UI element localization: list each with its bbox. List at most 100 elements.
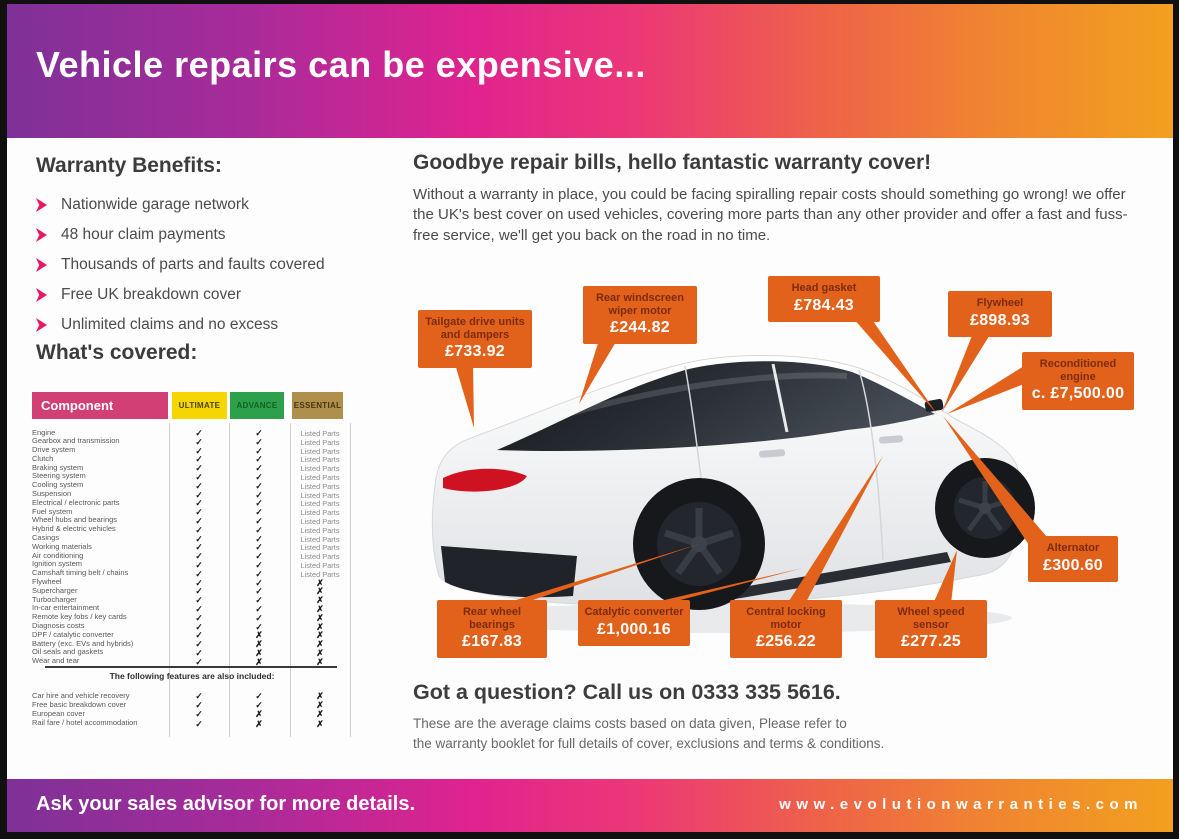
plan-cell: Listed Parts bbox=[289, 502, 351, 520]
cross-icon: ✗ bbox=[255, 718, 263, 729]
plan-cell: ✓ bbox=[169, 704, 229, 722]
callout-price: £244.82 bbox=[610, 319, 670, 337]
check-icon: ✓ bbox=[195, 700, 203, 711]
callout-flywheel: Flywheel £898.93 bbox=[948, 291, 1052, 337]
arrow-bullet-icon bbox=[36, 288, 47, 302]
component-label: Ignition system bbox=[32, 559, 83, 569]
plan-cell: ✓ bbox=[169, 643, 229, 661]
benefits-section: Warranty Benefits: Nationwide garage net… bbox=[36, 154, 386, 346]
plan-cell: Listed Parts bbox=[289, 467, 351, 485]
check-icon: ✓ bbox=[195, 612, 203, 623]
plan-cell: ✗ bbox=[289, 617, 351, 635]
plan-cell: ✓ bbox=[169, 546, 229, 564]
table-footer-heading: The following features are also included… bbox=[109, 671, 275, 681]
table-row: European cover ✓ ✗ ✗ bbox=[32, 704, 352, 719]
callout-price: £300.60 bbox=[1043, 556, 1103, 574]
plan-cell: ✗ bbox=[289, 608, 351, 626]
component-label: Steering system bbox=[32, 471, 86, 481]
listed-parts-label: Listed Parts bbox=[300, 516, 340, 526]
callout-part-name: Rear windscreen wiper motor bbox=[595, 292, 685, 317]
table-row: Battery (exc. EVs and hybrids) ✓ ✗ ✗ bbox=[32, 634, 352, 649]
cross-icon: ✗ bbox=[316, 691, 324, 701]
check-icon: ✓ bbox=[195, 533, 203, 544]
plan-cell: ✓ bbox=[229, 695, 289, 713]
check-icon: ✓ bbox=[195, 515, 203, 526]
plan-cell: ✗ bbox=[289, 590, 351, 608]
website-url: www.evolutionwarranties.com bbox=[779, 796, 1143, 813]
component-label: Flywheel bbox=[32, 577, 62, 587]
table-row: Turbocharger ✓ ✓ ✗ bbox=[32, 590, 352, 605]
listed-parts-label: Listed Parts bbox=[300, 552, 340, 562]
glass-reflection bbox=[546, 372, 848, 423]
plan-cell: Listed Parts bbox=[289, 493, 351, 511]
plan-cell: ✓ bbox=[169, 520, 229, 538]
listed-parts-label: Listed Parts bbox=[300, 464, 340, 474]
callout-central-locking-motor: Central locking motor £256.22 bbox=[730, 600, 842, 659]
check-icon: ✓ bbox=[255, 551, 263, 562]
check-icon: ✓ bbox=[195, 639, 203, 650]
plan-cell: Listed Parts bbox=[289, 476, 351, 494]
check-icon: ✓ bbox=[195, 445, 203, 456]
cross-icon: ✗ bbox=[316, 603, 324, 614]
benefit-item: Unlimited claims and no excess bbox=[36, 316, 386, 334]
callout-head-gasket: Head gasket £784.43 bbox=[768, 276, 880, 322]
table-row: Car hire and vehicle recovery ✓ ✓ ✗ bbox=[32, 686, 352, 701]
component-label: Electrical / electronic parts bbox=[32, 497, 120, 507]
plan-cell: ✓ bbox=[229, 617, 289, 635]
component-label: Hybrid & electric vehicles bbox=[32, 524, 116, 534]
check-icon: ✓ bbox=[195, 603, 203, 614]
check-icon: ✓ bbox=[195, 595, 203, 606]
plan-cell: ✓ bbox=[229, 467, 289, 485]
car-door-handle bbox=[759, 449, 786, 458]
car-door-handle bbox=[879, 435, 904, 444]
table-row: Casings ✓ ✓ Listed Parts bbox=[32, 529, 352, 544]
arrow-bullet-icon bbox=[36, 228, 47, 242]
car-taillight bbox=[443, 468, 527, 492]
plan-cell: Listed Parts bbox=[289, 449, 351, 467]
check-icon: ✓ bbox=[195, 630, 203, 641]
check-icon: ✓ bbox=[255, 480, 263, 491]
component-label: Gearbox and transmission bbox=[32, 436, 120, 446]
plan-cell: Listed Parts bbox=[289, 564, 351, 582]
disclaimer-text: These are the average claims costs based… bbox=[413, 714, 973, 753]
table-row: Engine ✓ ✓ Listed Parts bbox=[32, 423, 352, 439]
table-row: Supercharger ✓ ✓ ✗ bbox=[32, 581, 352, 596]
cross-icon: ✗ bbox=[316, 586, 324, 597]
plan-cell: Listed Parts bbox=[289, 485, 351, 503]
listed-parts-label: Listed Parts bbox=[300, 437, 340, 447]
check-icon: ✓ bbox=[255, 533, 263, 544]
plan-cell: ✓ bbox=[229, 686, 289, 704]
component-label: Fuel system bbox=[32, 506, 73, 516]
check-icon: ✓ bbox=[195, 551, 203, 562]
table-column-divider bbox=[350, 423, 351, 737]
check-icon: ✓ bbox=[255, 586, 263, 597]
main-heading: Goodbye repair bills, hello fantastic wa… bbox=[413, 151, 932, 174]
check-icon: ✓ bbox=[255, 507, 263, 518]
component-label: European cover bbox=[32, 708, 85, 718]
plan-cell: Listed Parts bbox=[289, 546, 351, 564]
callout-part-name: Flywheel bbox=[976, 297, 1024, 309]
plan-cell: ✗ bbox=[229, 704, 289, 722]
plan-cell: ✗ bbox=[229, 625, 289, 643]
check-icon: ✓ bbox=[255, 595, 263, 606]
plan-cell: ✓ bbox=[169, 599, 229, 617]
disclaimer-line: These are the average claims costs based… bbox=[413, 716, 847, 731]
table-column-divider bbox=[290, 423, 291, 737]
covered-heading: What's covered: bbox=[36, 341, 198, 364]
check-icon: ✓ bbox=[255, 445, 263, 456]
check-icon: ✓ bbox=[255, 463, 263, 474]
table-row: Ignition system ✓ ✓ Listed Parts bbox=[32, 555, 352, 570]
plan-cell: Listed Parts bbox=[289, 537, 351, 555]
plan-cell: ✓ bbox=[229, 423, 289, 441]
listed-parts-label: Listed Parts bbox=[300, 499, 340, 509]
listed-parts-label: Listed Parts bbox=[300, 455, 340, 465]
plan-cell: ✓ bbox=[169, 564, 229, 582]
benefit-label: Nationwide garage network bbox=[61, 196, 249, 213]
cross-icon: ✗ bbox=[316, 639, 324, 650]
plan-cell: ✓ bbox=[169, 423, 229, 441]
plan-cell: ✓ bbox=[229, 520, 289, 538]
plan-cell: ✓ bbox=[169, 590, 229, 608]
plan-cell: ✓ bbox=[169, 608, 229, 626]
callout-alternator: Alternator £300.60 bbox=[1028, 536, 1118, 582]
